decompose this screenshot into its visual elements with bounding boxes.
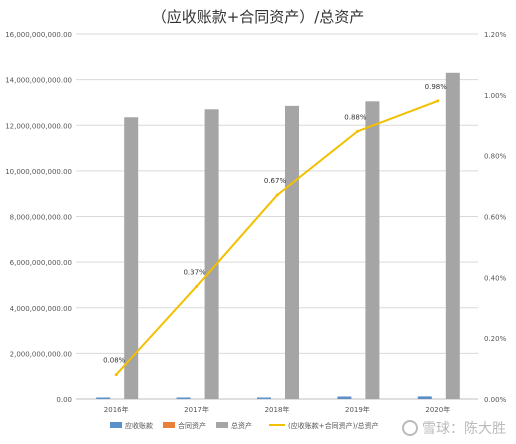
- watermark-text: 雪球：陈大胜: [422, 421, 506, 437]
- y-right-tick-label: 0.60%: [484, 214, 507, 222]
- y-right-tick-label: 0.40%: [484, 274, 507, 282]
- legend-label: 总资产: [231, 421, 252, 430]
- legend-swatch: [163, 422, 175, 428]
- ratio-data-label: 0.67%: [264, 177, 287, 185]
- legend-label: 合同资产: [178, 421, 206, 430]
- y-left-tick-label: 8,000,000,000.00: [10, 214, 72, 222]
- y-right-tick-label: 0.80%: [484, 153, 507, 161]
- ratio-point: [436, 99, 440, 103]
- y-left-tick-label: 12,000,000,000.00: [5, 122, 72, 130]
- legend-label: 应收账款: [125, 421, 153, 430]
- bar-total-assets: [285, 105, 299, 399]
- ratio-data-label: 0.37%: [183, 268, 206, 276]
- ratio-data-label: 0.98%: [425, 83, 448, 91]
- y-left-tick-label: 0.00: [56, 396, 72, 404]
- x-tick-label: 2018年: [265, 405, 290, 414]
- ratio-point: [355, 129, 359, 133]
- legend-label: (应收账款+合同资产)/总资产: [288, 421, 379, 430]
- x-tick-label: 2017年: [184, 405, 209, 414]
- bar-receivables: [257, 397, 271, 399]
- y-right-tick-label: 0.20%: [484, 335, 507, 343]
- x-tick-label: 2019年: [345, 405, 370, 414]
- ratio-point: [114, 373, 118, 377]
- bar-receivables: [337, 396, 352, 399]
- y-left-tick-label: 4,000,000,000.00: [10, 305, 72, 313]
- bar-total-assets: [445, 72, 460, 399]
- bar-total-assets: [365, 101, 380, 399]
- y-left-tick-label: 10,000,000,000.00: [5, 168, 72, 176]
- x-tick-label: 2016年: [104, 405, 129, 414]
- chart-title: （应收账款+合同资产）/总资产: [151, 8, 365, 26]
- ratio-point: [195, 284, 199, 288]
- ratio-point: [275, 193, 279, 197]
- bar-total-assets: [204, 109, 219, 399]
- watermark: 雪球：陈大胜: [402, 418, 506, 438]
- x-tick-label: 2020年: [425, 405, 450, 414]
- ratio-data-label: 0.88%: [344, 113, 367, 121]
- legend-swatch: [110, 422, 122, 428]
- y-left-tick-label: 6,000,000,000.00: [10, 259, 72, 267]
- y-right-tick-label: 1.00%: [484, 92, 507, 100]
- y-right-tick-label: 1.20%: [484, 31, 507, 39]
- y-left-tick-label: 16,000,000,000.00: [5, 31, 72, 39]
- ratio-line: [115, 99, 439, 376]
- snowball-logo-icon: [402, 420, 418, 436]
- bar-total-assets: [124, 117, 139, 399]
- y-right-tick-label: 0.00%: [484, 396, 507, 404]
- y-left-tick-label: 14,000,000,000.00: [5, 77, 72, 85]
- bar-receivables: [176, 397, 191, 399]
- bar-receivables: [96, 397, 111, 399]
- y-left-tick-label: 2,000,000,000.00: [10, 350, 72, 358]
- ratio-data-label: 0.08%: [103, 357, 126, 365]
- legend-swatch: [216, 422, 228, 428]
- bar-receivables: [417, 396, 432, 399]
